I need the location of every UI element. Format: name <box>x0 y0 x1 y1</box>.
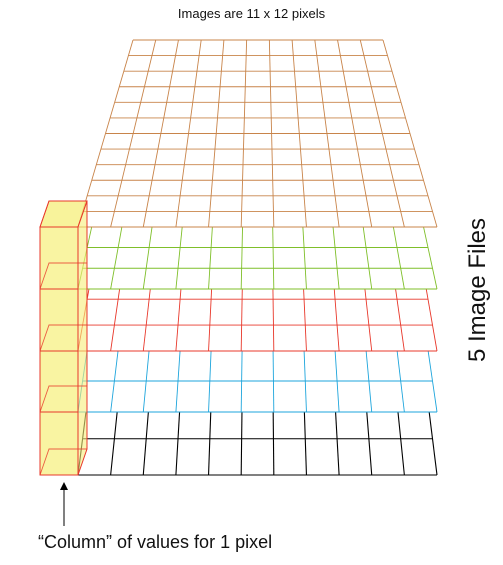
column-line <box>337 39 373 228</box>
column-line <box>359 39 405 228</box>
column-line <box>142 39 179 228</box>
column-cell-edge <box>39 262 87 290</box>
column-line <box>240 39 248 228</box>
arrow-head <box>60 482 68 490</box>
column-caption: “Column” of values for 1 pixel <box>38 532 273 552</box>
column-line <box>208 39 225 228</box>
column-line <box>110 39 157 228</box>
pixel-column-highlight <box>39 200 88 476</box>
column-line <box>291 39 307 228</box>
column-line <box>175 39 202 228</box>
diagram-title: Images are 11 x 12 pixels <box>177 6 326 21</box>
layer-5-orange-grid <box>77 39 438 228</box>
column-cell-edge <box>39 448 87 476</box>
column-line <box>77 39 134 228</box>
image-files-label: 5 Image Files <box>464 217 491 363</box>
image-layers <box>77 39 438 476</box>
column-cell-edge <box>39 200 87 228</box>
column-line <box>314 39 340 228</box>
column-line <box>382 39 438 228</box>
column-line <box>268 39 275 228</box>
column-side-face <box>77 200 88 476</box>
pointer-arrow <box>60 482 68 526</box>
column-cell-edge <box>39 324 87 352</box>
column-cell-edge <box>39 385 87 413</box>
